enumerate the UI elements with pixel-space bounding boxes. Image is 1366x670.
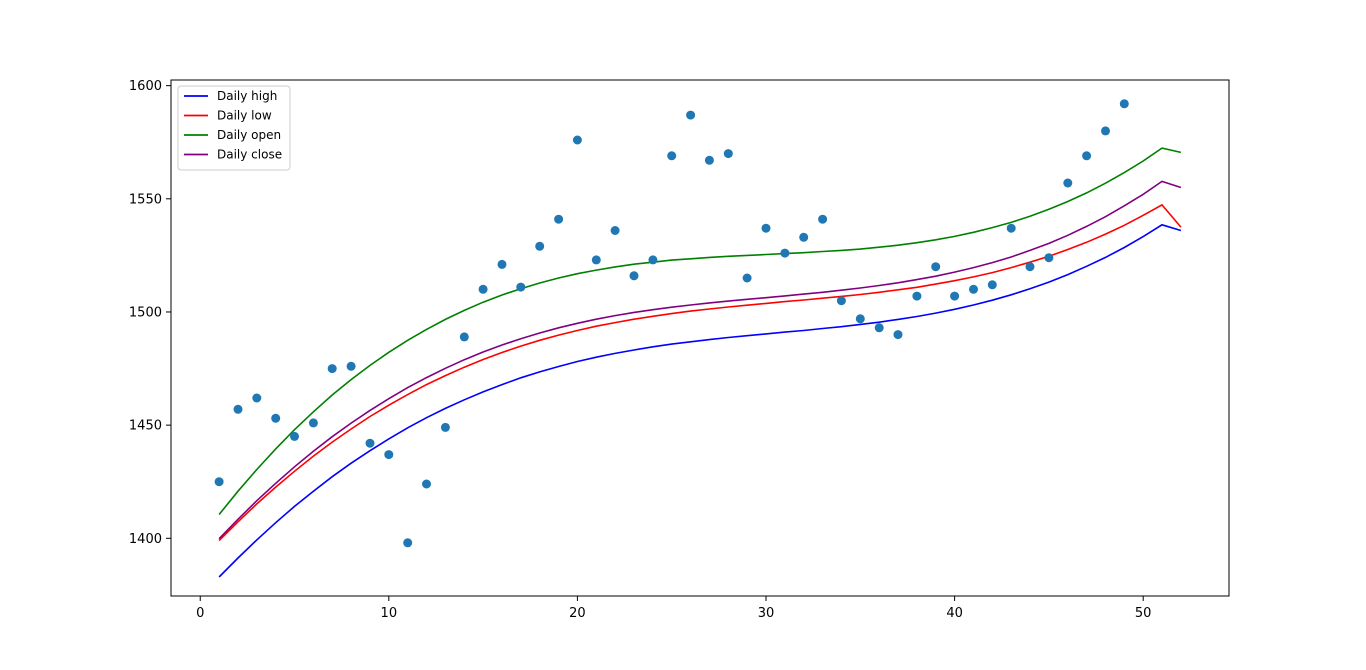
data-point <box>761 223 771 233</box>
data-point <box>252 393 262 403</box>
data-point <box>497 259 507 269</box>
data-point <box>704 155 714 165</box>
data-point <box>855 314 865 324</box>
data-point <box>1082 151 1092 161</box>
plot-background <box>171 80 1229 596</box>
legend-box <box>177 85 291 171</box>
data-point <box>440 422 450 432</box>
x-tick-label: 40 <box>946 606 963 621</box>
data-point <box>308 418 318 428</box>
data-point <box>1006 223 1016 233</box>
data-point <box>478 284 488 294</box>
x-tick-label: 30 <box>758 606 775 621</box>
data-point <box>384 450 394 460</box>
data-point <box>780 248 790 258</box>
data-point <box>931 262 941 272</box>
y-tick-label: 1550 <box>129 192 162 207</box>
data-point <box>1101 126 1110 136</box>
legend-label: Daily high <box>217 89 277 103</box>
data-point <box>667 151 677 161</box>
data-point <box>1119 99 1129 109</box>
data-point <box>327 364 337 374</box>
data-point <box>346 361 356 371</box>
data-point <box>1063 178 1073 188</box>
data-point <box>912 291 922 301</box>
data-point <box>893 330 903 340</box>
series-line-0 <box>218 223 1182 578</box>
data-point <box>459 332 469 342</box>
data-point <box>987 280 997 290</box>
plot-area <box>171 80 1229 596</box>
legend-label: Daily close <box>217 148 282 162</box>
y-tick-label: 1400 <box>129 532 162 547</box>
x-tick-label: 20 <box>569 606 586 621</box>
data-point <box>233 404 243 414</box>
data-point <box>403 538 413 548</box>
x-tick-label: 10 <box>381 606 398 621</box>
data-point <box>271 413 281 423</box>
data-point <box>836 296 846 306</box>
data-point <box>723 149 733 159</box>
data-point <box>648 255 658 265</box>
data-point <box>516 282 526 292</box>
data-point <box>214 477 224 487</box>
data-point <box>572 135 582 145</box>
y-tick-label: 1500 <box>129 305 162 320</box>
data-point <box>591 255 601 265</box>
data-point <box>818 214 828 224</box>
data-point <box>535 241 545 251</box>
axes: 0 10 20 30 40 50 1400 1450 1500 1550 1600 <box>129 79 1230 621</box>
x-tick-label: 50 <box>1135 606 1152 621</box>
legend-label: Daily low <box>217 109 272 123</box>
data-point <box>799 232 809 242</box>
series-line-2 <box>218 147 1182 516</box>
data-point <box>1025 262 1035 272</box>
data-point <box>554 214 564 224</box>
data-point <box>290 431 299 441</box>
series-line-1 <box>218 203 1182 542</box>
data-point <box>950 291 960 301</box>
data-point <box>874 323 884 333</box>
data-point <box>610 226 620 235</box>
data-point <box>742 273 752 283</box>
y-tick-label: 1600 <box>129 79 162 94</box>
data-point <box>1044 253 1054 263</box>
axes-frame <box>170 79 1230 597</box>
legend: Daily high Daily low Daily open Daily close <box>177 85 291 171</box>
series-line-3 <box>218 180 1182 540</box>
x-tick-label: 0 <box>196 606 204 621</box>
data-point <box>969 284 978 294</box>
data-point <box>422 479 431 489</box>
data-point <box>629 271 639 281</box>
data-point <box>365 438 375 448</box>
legend-label: Daily open <box>217 128 281 142</box>
data-point <box>686 110 696 120</box>
y-tick-label: 1450 <box>129 419 162 434</box>
